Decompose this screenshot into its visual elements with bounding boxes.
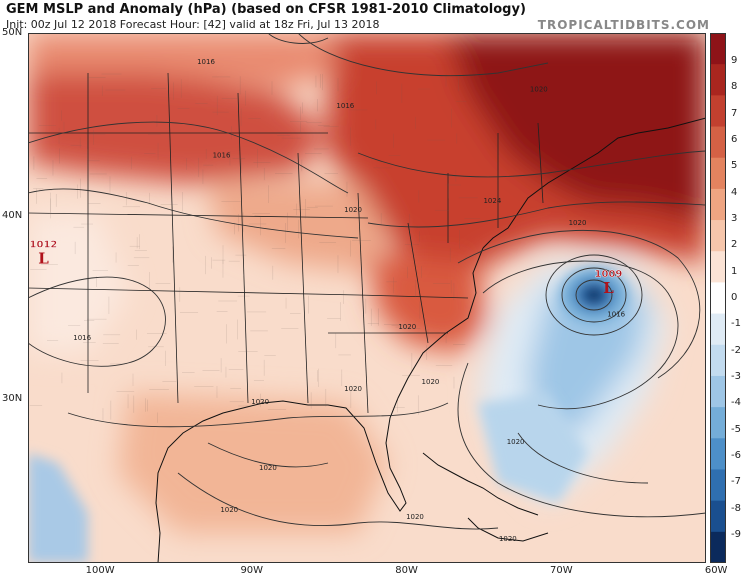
colorbar-swatch (710, 438, 726, 470)
isobar-label: 1020 (507, 438, 525, 446)
colorbar-tick-label: 1 (731, 265, 738, 277)
isobar-label: 1020 (344, 385, 362, 393)
colorbar-frame (710, 33, 726, 563)
colorbar-tick-label: -1 (731, 318, 741, 330)
colorbar-tick-label: -8 (731, 502, 741, 514)
isobar-label: 1020 (344, 206, 362, 214)
longitude-label: 70W (550, 565, 573, 576)
longitude-label: 90W (240, 565, 264, 576)
coastlines (155, 117, 706, 563)
colorbar-swatch (710, 282, 726, 315)
latitude-label: 40N (2, 209, 23, 221)
pressure-center-value: 1009 (595, 269, 623, 280)
isobar-label: 1020 (251, 398, 269, 406)
isobar-label: 1016 (213, 151, 231, 159)
colorbar-swatch (710, 95, 726, 128)
longitude-label: 100W (85, 565, 115, 576)
isobars (28, 33, 706, 530)
colorbar-tick-label: 4 (731, 186, 738, 198)
colorbar-tick-label: 3 (731, 213, 738, 224)
brand-watermark[interactable]: TROPICALTIDBITS.COM (537, 18, 710, 32)
colorbar-tick-label: 8 (731, 81, 738, 93)
colorbar-swatch (710, 313, 726, 346)
low-pressure-marker: L (38, 250, 49, 268)
colorbar-swatch (710, 188, 726, 221)
colorbar-swatch (710, 531, 726, 563)
colorbar-tick-label: -3 (731, 371, 741, 382)
colorbar-tick-label: 6 (731, 134, 738, 145)
colorbar (710, 33, 726, 563)
latitude-label: 30N (2, 392, 23, 404)
latitude-label: 50N (2, 27, 23, 38)
isobar-label: 1020 (220, 506, 238, 514)
colorbar-swatch (710, 220, 726, 252)
isobar-label: 1020 (398, 323, 416, 331)
low-pressure-marker: L (603, 279, 614, 297)
isobar-label: 1016 (73, 334, 91, 342)
colorbar-swatch (710, 251, 726, 283)
colorbar-tick-label: 5 (731, 160, 738, 172)
isobar-label: 1020 (259, 464, 277, 472)
longitude-label: 80W (395, 565, 418, 576)
colorbar-swatch (710, 407, 726, 439)
county-texture (28, 73, 481, 423)
isobar-label: 1016 (607, 310, 625, 318)
chart-subtitle: Init: 00z Jul 12 2018 Forecast Hour: [42… (6, 18, 380, 31)
state-boundaries (28, 72, 544, 414)
longitude-label: 60W (704, 565, 728, 576)
colorbar-swatch (710, 126, 726, 159)
colorbar-tick-label: -7 (731, 476, 741, 488)
anomaly-map: 1012 1016 1016 1016 1020 1020 1024 1020 1016 1020… (28, 33, 706, 563)
colorbar-tick-label: -6 (731, 450, 741, 461)
colorbar-tick-label: -4 (731, 397, 741, 409)
isobar-label: 1020 (530, 85, 548, 93)
colorbar-swatch (710, 157, 726, 190)
map-frame (28, 33, 706, 563)
colorbar-tick-label: -2 (731, 344, 741, 356)
isobar-label: 1020 (422, 378, 440, 386)
colorbar-swatch (710, 500, 726, 533)
isobar-label: 1016 (197, 58, 215, 66)
isobar-label: 1020 (499, 535, 517, 543)
colorbar-tick-label: 7 (731, 107, 738, 119)
isobar-label: 1020 (569, 219, 587, 227)
colorbar-tick-label: -5 (731, 423, 741, 435)
isobar-label: 1020 (406, 513, 424, 521)
colorbar-swatch (710, 344, 726, 377)
chart-title: GEM MSLP and Anomaly (hPa) (based on CFS… (6, 2, 526, 17)
colorbar-swatch (710, 33, 726, 65)
colorbar-swatch (710, 64, 726, 96)
isobar-labels: 1012101610161016102010201024102010161020… (73, 58, 625, 543)
colorbar-tick-label: 9 (731, 55, 738, 66)
low-anomaly-core (28, 267, 628, 563)
colorbar-tick-label: -9 (731, 529, 741, 540)
isobar-label: 1016 (336, 102, 354, 110)
pressure-center-value: 1012 (30, 240, 58, 251)
colorbar-tick-label: 0 (731, 292, 738, 303)
isobar-label: 1024 (483, 197, 501, 205)
colorbar-tick-label: 2 (731, 239, 738, 251)
colorbar-swatch (710, 375, 726, 408)
colorbar-swatch (710, 469, 726, 502)
